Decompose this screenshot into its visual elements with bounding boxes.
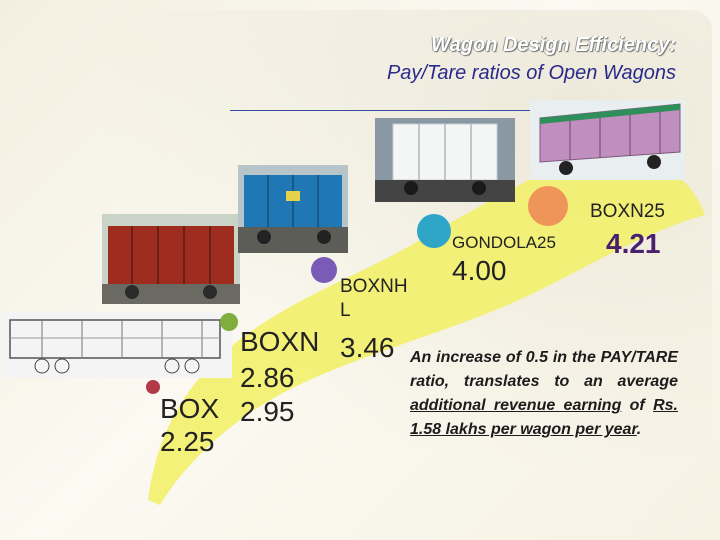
boxn25-ratio: 4.21 [606, 228, 661, 259]
note-underlined-amount: Rs. 1.58 lakhs per wagon per year [410, 397, 678, 438]
box-label: BOX [160, 393, 220, 424]
box-wagon-photo [2, 312, 232, 378]
boxn-ratio: 2.86 [240, 362, 295, 393]
progress-curve-shape [148, 140, 705, 505]
note-text-prefix: An increase of 0.5 in the PAY/TARE ratio… [410, 349, 678, 390]
boxn25-label: BOXN25 [590, 201, 665, 222]
slide-subtitle: Pay/Tare ratios of Open Wagons [386, 62, 676, 84]
gondola25-marker-dot [417, 214, 451, 248]
boxn-wagon-photo [102, 214, 240, 304]
boxn-label: BOXN [240, 326, 320, 357]
boxnhl-marker-dot [311, 257, 337, 283]
boxn25-wagon-photo [530, 100, 685, 180]
slide-title: Wagon Design Efficiency: [431, 34, 676, 56]
boxn25-marker-dot [528, 186, 568, 226]
boxnhl-label-line2: L [340, 300, 351, 321]
box-second-value: 2.95 [240, 396, 295, 427]
box-marker-dot [146, 380, 160, 394]
gondola25-ratio: 4.00 [452, 255, 507, 286]
revenue-note: An increase of 0.5 in the PAY/TARE ratio… [410, 346, 678, 442]
boxnhl-wagon-photo [238, 165, 348, 253]
gondola25-wagon-photo [375, 118, 515, 202]
gondola25-label: GONDOLA25 [452, 233, 556, 252]
note-underlined-revenue: additional revenue earning [410, 397, 622, 414]
box-ratio: 2.25 [160, 426, 215, 457]
boxnhl-ratio: 3.46 [340, 332, 395, 363]
title-divider [230, 110, 678, 111]
note-text-mid: of [621, 397, 654, 414]
boxn-marker-dot [220, 313, 238, 331]
note-text-suffix: . [636, 421, 642, 438]
boxnhl-label-line1: BOXNH [340, 276, 408, 297]
